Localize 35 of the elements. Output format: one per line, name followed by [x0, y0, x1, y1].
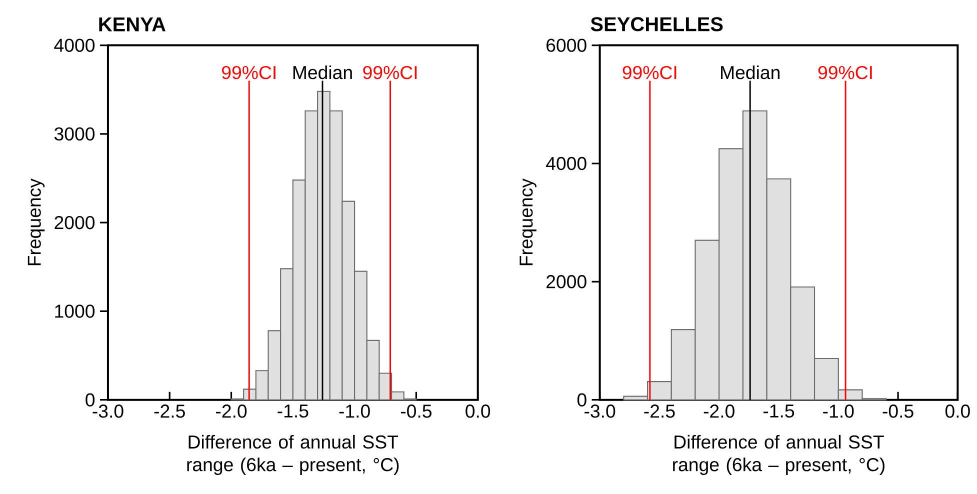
x-tick-label: 0.0 — [466, 404, 490, 418]
y-tick-label: 0 — [577, 392, 586, 406]
y-tick-label: 2000 — [54, 216, 95, 229]
x-tick-label: -2.5 — [644, 404, 675, 418]
y-tick-label: 4000 — [546, 156, 586, 170]
x-tick-label: -3.0 — [584, 404, 616, 418]
x-tick-label: -0.5 — [400, 404, 432, 418]
x-axis-title: Difference of annual SST range (6ka – present, °C) — [673, 434, 884, 475]
ref-line-label: 99%CI — [363, 66, 417, 79]
y-axis-title: Frequency — [520, 178, 536, 265]
x-tick-label: -2.5 — [154, 404, 185, 418]
x-tick-label: -1.0 — [339, 404, 370, 418]
x-tick-label: -1.0 — [823, 404, 854, 418]
y-axis-title: Frequency — [28, 178, 45, 265]
y-tick-label: 4000 — [54, 38, 95, 52]
x-axis-title: Difference of annual SST range (6ka – present, °C) — [187, 434, 399, 475]
ref-line-label: Median — [293, 65, 352, 79]
y-tick-label: 2000 — [546, 274, 586, 288]
x-tick-label: -2.0 — [704, 404, 734, 418]
ref-line-label: 99%CI — [622, 66, 676, 79]
x-tick-label: -1.5 — [763, 404, 794, 418]
ref-line-label: 99%CI — [222, 66, 276, 79]
x-tick-label: -0.5 — [882, 404, 914, 418]
y-tick-label: 6000 — [546, 38, 586, 52]
y-tick-label: 3000 — [54, 127, 95, 140]
chart-title: KENYA — [99, 17, 166, 32]
ref-line-label: Median — [721, 65, 780, 79]
x-tick-label: -1.5 — [278, 404, 308, 418]
x-tick-label: -2.0 — [216, 404, 247, 418]
x-tick-label: -3.0 — [92, 404, 124, 418]
ref-line-label: 99%CI — [818, 66, 872, 79]
x-tick-label: 0.0 — [945, 404, 970, 418]
chart-title: SEYCHELLES — [590, 16, 723, 32]
y-tick-label: 1000 — [55, 304, 95, 318]
y-tick-label: 0 — [86, 392, 95, 406]
